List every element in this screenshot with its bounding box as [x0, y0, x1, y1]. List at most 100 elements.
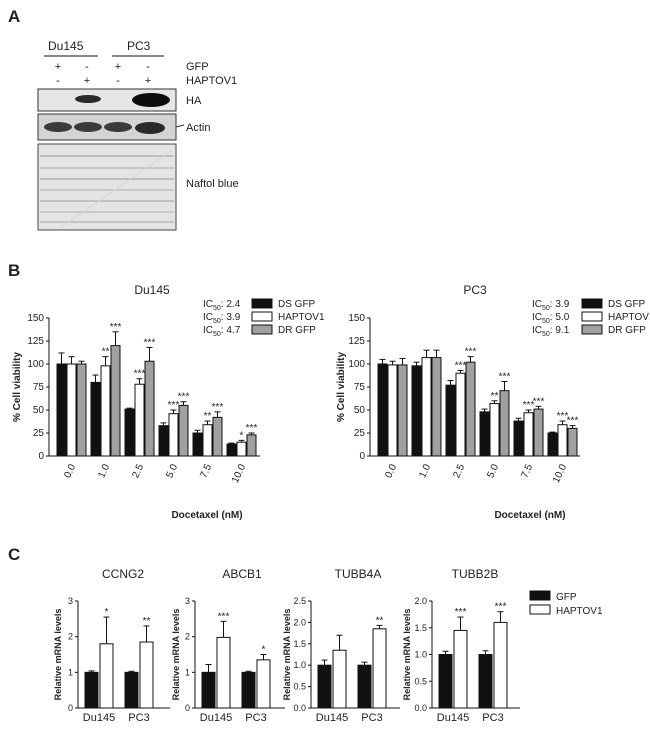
du145-title: Du145	[134, 283, 170, 297]
du145-significance-mark: ***	[110, 322, 122, 333]
du145-bar-ds-gfp-10-0	[226, 443, 237, 457]
du145-bar-dr-gfp-1-0	[110, 345, 121, 457]
pc3-x-tick-label: 0.0	[383, 462, 399, 480]
du145-significance-mark: ***	[134, 369, 146, 380]
pc3-bar-haptov1-0-0	[387, 364, 398, 457]
du145-legend-label-dr-gfp: DR GFP	[278, 325, 316, 336]
du145-y-tick-label: 0	[38, 451, 44, 462]
cell-line-du145-label: Du145	[48, 39, 84, 53]
pc3-significance-mark: ***	[455, 360, 467, 371]
du145-y-axis-label: % Cell viability	[12, 352, 23, 422]
tubb4a-bar-haptov1-pc3	[372, 628, 387, 709]
ccng2-x-tick-label: PC3	[128, 712, 149, 724]
pc3-x-tick-label: 5.0	[485, 462, 501, 480]
ccng2-y-tick-label: 2	[68, 632, 73, 642]
pc3-bar-ds-gfp-5-0	[479, 411, 490, 457]
du145-y-tick-label: 75	[33, 382, 45, 393]
gfp-sign-2: -	[85, 61, 89, 73]
pc3-bar-ds-gfp-7-5	[513, 420, 524, 457]
haptov1-sign-4: +	[145, 75, 151, 87]
pc3-ic50-label: IC50: 3.9	[532, 299, 570, 312]
abcb1-y-tick-label: 1	[185, 667, 190, 677]
tubb2b-bar-haptov1-du145	[453, 629, 468, 709]
tubb4a-x-tick-label: Du145	[316, 712, 348, 724]
du145-bar-dr-gfp-2-5	[144, 360, 155, 457]
pc3-ic50-label: IC50: 9.1	[532, 325, 570, 338]
du145-x-tick-label: 2.5	[130, 462, 146, 480]
du145-viability-chart: Du145 0 25 50 75 100 125 150 % Cell viability 0.0…	[12, 283, 325, 521]
pc3-bar-haptov1-10-0	[557, 424, 568, 457]
du145-bar-ds-gfp-5-0	[158, 425, 169, 457]
du145-y-tick-label: 50	[33, 405, 45, 416]
naftol-blue-stain	[37, 143, 177, 231]
pc3-y-tick-label: 75	[354, 382, 366, 393]
tubb4a-bar-gfp-du145	[317, 664, 332, 709]
du145-y-tick-label: 25	[33, 428, 45, 439]
abcb1-y-axis-label: Relative mRNA levels	[171, 609, 181, 701]
pc3-y-tick-label: 100	[348, 359, 365, 370]
du145-significance-mark: ***	[246, 423, 258, 434]
tubb2b-y-tick-label: 1.5	[414, 623, 427, 633]
abcb1-significance-mark: ***	[218, 611, 230, 622]
abcb1-title: ABCB1	[222, 567, 262, 581]
pc3-ic50-label: IC50: 5.0	[532, 312, 570, 325]
du145-ic50-label: IC50: 2.4	[203, 299, 241, 312]
ccng2-x-tick-label: Du145	[83, 712, 115, 724]
pc3-bar-dr-gfp-0-0	[397, 364, 408, 457]
pc3-x-tick-label: 1.0	[417, 462, 433, 480]
tubb2b-y-tick-label: 0.5	[414, 676, 427, 686]
pc3-bar-dr-gfp-10-0	[567, 427, 578, 457]
pc3-y-tick-label: 0	[359, 451, 365, 462]
du145-ic50-label: IC50: 3.9	[203, 312, 241, 325]
ccng2-significance-mark: *	[105, 607, 109, 618]
tubb4a-bar-haptov1-du145	[332, 649, 347, 709]
ccng2-y-axis-label: Relative mRNA levels	[53, 609, 63, 701]
ccng2-bar-haptov1-pc3	[139, 641, 154, 709]
ccng2-significance-mark: **	[143, 616, 151, 627]
tubb2b-y-tick-label: 2.0	[414, 596, 427, 606]
abcb1-x-tick-label: PC3	[245, 712, 266, 724]
tubb2b-x-tick-label: PC3	[482, 712, 503, 724]
tubb2b-y-tick-label: 0.0	[414, 703, 427, 713]
gfp-sign-4: -	[146, 61, 150, 73]
tubb2b-x-tick-label: Du145	[437, 712, 469, 724]
actin-blot	[37, 113, 177, 141]
tubb4a-significance-mark: **	[376, 615, 384, 626]
tubb2b-title: TUBB2B	[452, 567, 499, 581]
du145-bar-dr-gfp-7-5	[212, 416, 223, 457]
du145-significance-mark: **	[102, 347, 110, 358]
ccng2-y-tick-label: 1	[68, 667, 73, 677]
du145-bar-ds-gfp-1-0	[90, 381, 101, 457]
pc3-x-tick-label: 7.5	[519, 462, 535, 480]
legend-label-gfp: GFP	[556, 592, 577, 603]
pc3-y-tick-label: 150	[348, 313, 365, 324]
du145-bar-haptov1-5-0	[168, 413, 179, 457]
pc3-legend-label-ds-gfp: DS GFP	[608, 299, 646, 310]
legend-label-haptov1: HAPTOV1	[556, 606, 603, 617]
ha-blot-label: HA	[186, 95, 202, 107]
panel-c-letter: C	[8, 545, 20, 564]
du145-significance-mark: *	[240, 430, 244, 441]
legend-swatch-gfp	[529, 590, 551, 601]
du145-bar-dr-gfp-10-0	[246, 434, 257, 457]
pc3-bar-ds-gfp-2-5	[445, 384, 456, 457]
pc3-bar-ds-gfp-0-0	[377, 363, 388, 457]
abcb1-bar-haptov1-pc3	[256, 659, 271, 709]
pc3-bar-haptov1-5-0	[489, 403, 500, 457]
pc3-legend-swatch-dr-gfp	[581, 324, 603, 335]
du145-x-tick-label: 7.5	[198, 462, 214, 480]
tubb4a-y-tick-label: 1.5	[293, 639, 306, 649]
haptov1-sign-2: +	[84, 75, 90, 87]
du145-bar-haptov1-2-5	[134, 383, 145, 457]
abcb1-bar-haptov1-du145	[216, 636, 231, 709]
panel-c-legend: GFP HAPTOV1	[529, 590, 603, 617]
du145-x-axis-label: Docetaxel (nM)	[171, 510, 242, 521]
pc3-x-tick-label: 10.0	[551, 462, 569, 485]
pc3-significance-mark: ***	[567, 416, 579, 427]
pc3-legend-label-haptov1: HAPTOV1	[608, 312, 650, 323]
pc3-bar-ds-gfp-10-0	[547, 432, 558, 457]
gfp-sign-3: +	[115, 61, 121, 73]
pc3-x-axis-label: Docetaxel (nM)	[494, 510, 565, 521]
du145-ic50-label: IC50: 4.7	[203, 325, 241, 338]
